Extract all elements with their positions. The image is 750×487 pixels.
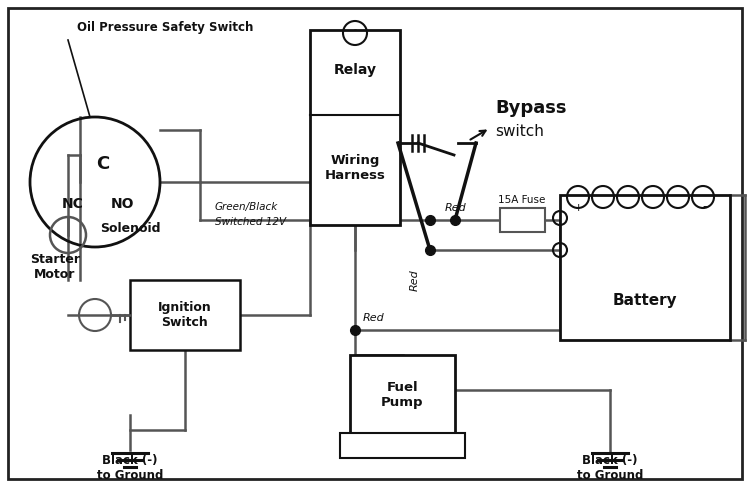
Bar <box>560 195 730 340</box>
Text: Ignition
Switch: Ignition Switch <box>158 301 212 329</box>
Text: Solenoid: Solenoid <box>100 222 160 235</box>
Text: Bypass: Bypass <box>495 99 566 117</box>
Text: Green/Black: Green/Black <box>215 202 278 212</box>
Text: NO: NO <box>111 197 135 211</box>
Text: Battery: Battery <box>613 293 677 307</box>
Text: Wiring
Harness: Wiring Harness <box>325 154 386 182</box>
Text: 15A Fuse: 15A Fuse <box>498 195 546 205</box>
Bar <box>310 30 400 225</box>
Text: Black (-)
to Ground: Black (-) to Ground <box>577 454 644 482</box>
Text: Fuel
Pump: Fuel Pump <box>381 381 424 409</box>
Text: Oil Pressure Safety Switch: Oil Pressure Safety Switch <box>77 21 254 35</box>
Bar <box>350 355 455 435</box>
Text: Red: Red <box>410 269 420 291</box>
Bar <box>130 280 240 350</box>
Bar <box>500 208 545 232</box>
Text: +: + <box>573 203 583 213</box>
Text: Black (-)
to Ground: Black (-) to Ground <box>97 454 164 482</box>
Text: C: C <box>96 155 109 173</box>
Text: Starter
Motor: Starter Motor <box>30 253 80 281</box>
Text: Relay: Relay <box>334 63 376 77</box>
Text: -: - <box>703 201 707 215</box>
Text: Red: Red <box>363 313 385 323</box>
Text: NC: NC <box>62 197 84 211</box>
Text: Red: Red <box>445 203 466 213</box>
Text: Switched 12V: Switched 12V <box>215 217 286 227</box>
Bar <box>340 433 465 458</box>
Text: switch: switch <box>495 125 544 139</box>
